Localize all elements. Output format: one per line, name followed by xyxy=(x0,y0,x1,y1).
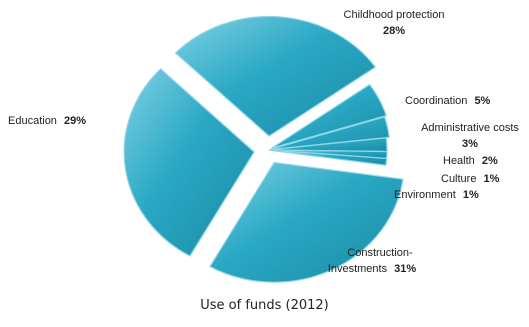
chart-caption: Use of funds (2012) xyxy=(200,298,329,313)
label-education: Education 29% xyxy=(8,115,86,127)
percent-culture: 1% xyxy=(484,173,500,185)
percent-health: 2% xyxy=(482,155,498,167)
percent-construction: 31% xyxy=(394,263,416,275)
label-administrative-costs: Administrative costs xyxy=(421,122,519,134)
label-health: Health 2% xyxy=(443,155,498,167)
percent-administrative-costs: 3% xyxy=(462,138,478,150)
percent-environment: 1% xyxy=(463,189,479,201)
slice-environment xyxy=(268,149,388,166)
pie-slices xyxy=(123,15,404,283)
label-culture: Culture 1% xyxy=(441,173,500,185)
percent-childhood-protection: 28% xyxy=(383,25,405,37)
percent-education: 29% xyxy=(64,115,86,127)
label-coordination: Coordination 5% xyxy=(405,95,491,107)
slice-coordination xyxy=(271,83,387,149)
slice-childhood-protection xyxy=(174,15,377,137)
slice-administrative-costs xyxy=(269,116,390,151)
label-construction-line1: Construction- xyxy=(347,247,413,259)
slice-education xyxy=(123,68,255,257)
label-childhood-protection: Childhood protection xyxy=(344,9,445,21)
slice-construction-investments xyxy=(209,161,404,283)
percent-coordination: 5% xyxy=(474,95,490,107)
label-environment: Environment 1% xyxy=(394,189,479,201)
label-construction-line2: Investments 31% xyxy=(328,263,417,275)
